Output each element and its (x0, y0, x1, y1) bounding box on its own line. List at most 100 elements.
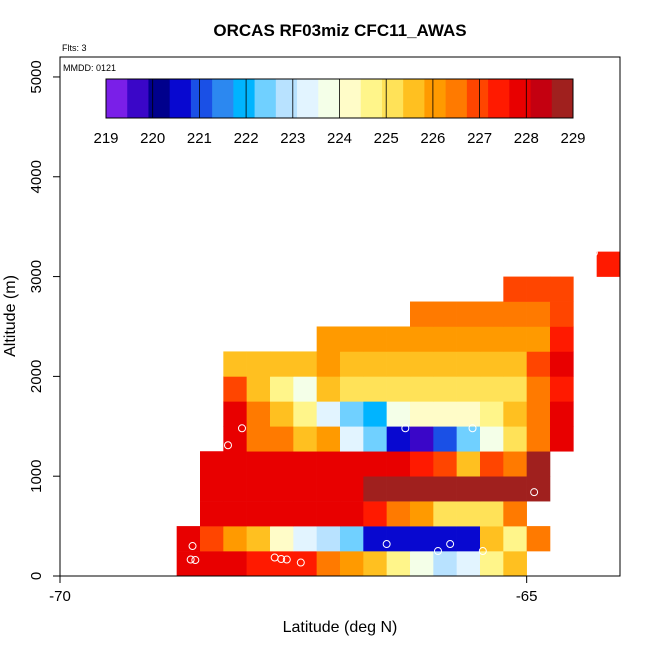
heatmap-cell (386, 376, 411, 402)
heatmap-cell (340, 526, 364, 552)
heatmap-cell (550, 376, 574, 402)
y-axis: 0 1000 2000 3000 4000 5000 (28, 60, 60, 580)
heatmap-cell (246, 551, 271, 577)
heatmap-cell (363, 501, 387, 527)
heatmap-cell (526, 451, 551, 477)
heatmap-cell (316, 551, 341, 577)
heatmap-cell (433, 401, 457, 427)
colorbar-swatch (233, 79, 255, 118)
heatmap-cell (386, 476, 411, 502)
heatmap-cell (363, 326, 387, 352)
heatmap-cell (223, 526, 247, 552)
heatmap-cell (503, 451, 527, 477)
heatmap-cell (456, 476, 481, 502)
heatmap-cell (410, 426, 434, 452)
sample-point (238, 424, 246, 433)
heatmap-cell (550, 351, 574, 377)
heatmap-cell (433, 451, 457, 477)
heatmap-cell (433, 526, 457, 552)
colorbar-tick-label: 223 (280, 130, 305, 147)
sample-point (468, 424, 477, 433)
heatmap-cell (223, 401, 247, 427)
heatmap-cell (410, 526, 434, 552)
y-tick-label: 4000 (28, 160, 45, 193)
heatmap-cell (526, 426, 551, 452)
heatmap-cell (503, 276, 527, 302)
heatmap-cell (293, 526, 317, 552)
colorbar-tick-label: 220 (140, 130, 165, 147)
heatmap-cell (270, 526, 294, 552)
heatmap-cell (363, 401, 387, 427)
heatmap-cell (480, 501, 504, 527)
colorbar-tick-label: 226 (420, 130, 445, 147)
colorbar-tick-label: 221 (187, 130, 212, 147)
colorbar-swatch (127, 79, 149, 118)
heatmap-cell (526, 476, 551, 502)
heatmap-cell (363, 476, 387, 502)
heatmap-cell (176, 526, 201, 552)
heatmap-cell (386, 426, 411, 452)
colorbar-tick-label: 229 (560, 130, 585, 147)
heatmap-cell (456, 451, 481, 477)
heatmap-cell (433, 326, 457, 352)
colorbar-tick-label: 219 (93, 130, 118, 147)
colorbar-swatch (530, 79, 553, 118)
heatmap-cell (200, 551, 224, 577)
colorbar-swatch (509, 79, 531, 118)
heatmap-cell (270, 426, 294, 452)
heatmap-cell (433, 551, 457, 577)
sample-point (224, 441, 232, 450)
heatmap-cell (293, 351, 317, 377)
heatmap-cell (270, 451, 294, 477)
heatmap-cell (480, 301, 504, 327)
heatmap-cell (340, 476, 364, 502)
colorbar-frame (105, 78, 574, 119)
heatmap-cell (363, 451, 387, 477)
heatmap-cell (410, 476, 434, 502)
heatmap-cell (246, 451, 271, 477)
heatmap-cell (503, 351, 527, 377)
heatmap-cell (386, 526, 411, 552)
heatmap-cell (316, 426, 341, 452)
colorbar-swatch (551, 79, 574, 118)
heatmap-cell (316, 326, 341, 352)
x-axis-title: Latitude (deg N) (283, 619, 398, 636)
heatmap-cell (410, 351, 434, 377)
sample-point (282, 555, 291, 564)
heatmap-cell (316, 501, 341, 527)
heatmap-cell (480, 401, 504, 427)
colorbar: 219 220 221 222 223 224 225 226 227 228 229 (93, 78, 586, 147)
heatmap-cell (386, 351, 411, 377)
heatmap-cell (596, 251, 621, 277)
colorbar-tick-label: 225 (374, 130, 399, 147)
heatmap-cell (456, 376, 481, 402)
heatmap-cell (293, 476, 317, 502)
heatmap-cell (340, 501, 364, 527)
x-tick-label: -70 (49, 588, 71, 605)
heatmap-cell (433, 501, 457, 527)
heatmap-cell (223, 476, 247, 502)
heatmap-cell (340, 376, 364, 402)
sample-point (296, 558, 305, 567)
colorbar-tick-label: 228 (514, 130, 539, 147)
heatmap-cell (316, 476, 341, 502)
chart-title: ORCAS RF03miz CFC11_AWAS (213, 21, 466, 40)
colorbar-swatch (275, 79, 298, 118)
sample-point (478, 547, 487, 556)
colorbar-swatch (488, 79, 510, 118)
heatmap-cell (293, 501, 317, 527)
heatmap-cell (526, 526, 551, 552)
heatmap-cell (293, 401, 317, 427)
heatmap-cell (503, 526, 527, 552)
sample-point (186, 555, 195, 564)
heatmap-cell (503, 551, 527, 577)
x-axis: -70 -65 (49, 576, 538, 605)
heatmap-cell (456, 301, 481, 327)
heatmap-cell (480, 351, 504, 377)
heatmap-cell (316, 451, 341, 477)
heatmap-cell (223, 426, 247, 452)
heatmap-cell (503, 376, 527, 402)
heatmap-cell (246, 476, 271, 502)
heatmap-cell (223, 376, 247, 402)
sample-point (382, 540, 391, 549)
